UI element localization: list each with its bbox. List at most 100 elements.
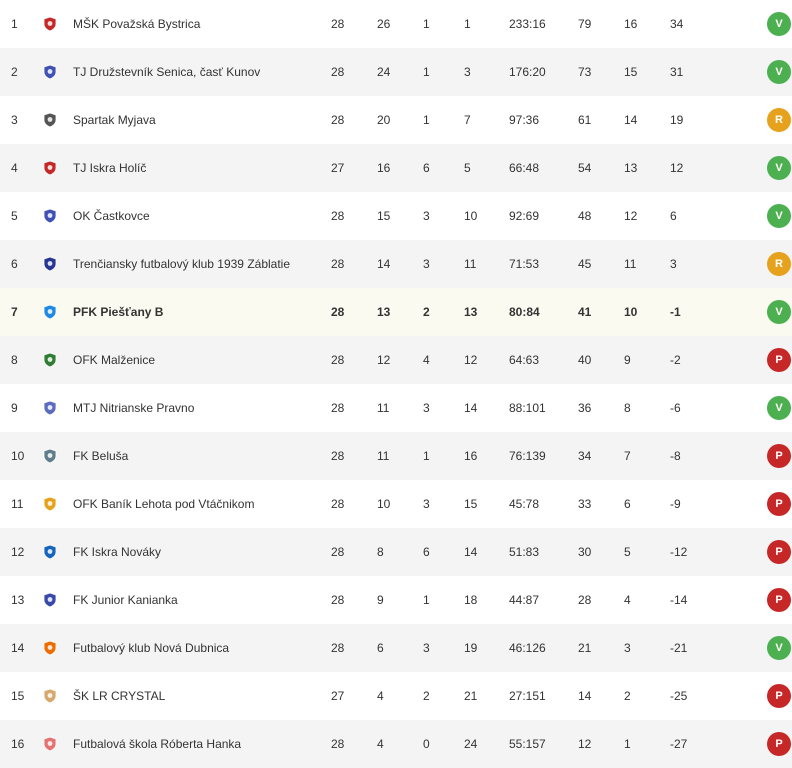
team-name[interactable]: PFK Piešťany B bbox=[73, 305, 164, 319]
table-row[interactable]: 12 FK Iskra Nováky 28 8 6 14 51:83 30 5 … bbox=[0, 528, 792, 576]
club-crest-icon bbox=[42, 688, 58, 704]
table-row[interactable]: 5 OK Častkovce 28 15 3 10 92:69 48 12 6 … bbox=[0, 192, 792, 240]
wins: 4 bbox=[377, 689, 384, 703]
matches-played: 28 bbox=[331, 65, 345, 79]
form-badge[interactable]: V bbox=[767, 396, 791, 420]
table-row[interactable]: 15 ŠK LR CRYSTAL 27 4 2 21 27:151 14 2 -… bbox=[0, 672, 792, 720]
table-row[interactable]: 9 MTJ Nitrianske Pravno 28 11 3 14 88:10… bbox=[0, 384, 792, 432]
team-name[interactable]: TJ Iskra Holíč bbox=[73, 161, 147, 175]
points: 34 bbox=[578, 449, 592, 463]
draws: 1 bbox=[423, 113, 430, 127]
club-crest-icon bbox=[42, 16, 58, 32]
form-badge[interactable]: V bbox=[767, 300, 791, 324]
form-badge[interactable]: P bbox=[767, 540, 791, 564]
table-row[interactable]: 14 Futbalový klub Nová Dubnica 28 6 3 19… bbox=[0, 624, 792, 672]
column-value: 12 bbox=[624, 209, 638, 223]
goal-difference: 6 bbox=[670, 209, 677, 223]
form-badge-label: V bbox=[767, 636, 791, 660]
form-badge[interactable]: V bbox=[767, 636, 791, 660]
wins: 8 bbox=[377, 545, 384, 559]
table-row[interactable]: 2 TJ Družstevník Senica, časť Kunov 28 2… bbox=[0, 48, 792, 96]
points: 45 bbox=[578, 257, 592, 271]
team-name[interactable]: FK Iskra Nováky bbox=[73, 545, 162, 559]
table-row[interactable]: 4 TJ Iskra Holíč 27 16 6 5 66:48 54 13 1… bbox=[0, 144, 792, 192]
table-row[interactable]: 13 FK Junior Kanianka 28 9 1 18 44:87 28… bbox=[0, 576, 792, 624]
team-name[interactable]: MTJ Nitrianske Pravno bbox=[73, 401, 195, 415]
team-name[interactable]: OK Častkovce bbox=[73, 209, 150, 223]
column-value: 9 bbox=[624, 353, 631, 367]
goal-difference: -2 bbox=[670, 353, 681, 367]
points: 54 bbox=[578, 161, 592, 175]
table-row[interactable]: 3 Spartak Myjava 28 20 1 7 97:36 61 14 1… bbox=[0, 96, 792, 144]
team-name[interactable]: OFK Baník Lehota pod Vtáčnikom bbox=[73, 497, 255, 511]
team-name[interactable]: FK Junior Kanianka bbox=[73, 593, 178, 607]
wins: 10 bbox=[377, 497, 391, 511]
goal-difference: 12 bbox=[670, 161, 684, 175]
club-crest-icon bbox=[42, 352, 58, 368]
table-row[interactable]: 7 PFK Piešťany B 28 13 2 13 80:84 41 10 … bbox=[0, 288, 792, 336]
form-badge-label: P bbox=[767, 684, 791, 708]
losses: 12 bbox=[464, 353, 478, 367]
form-badge[interactable]: V bbox=[767, 204, 791, 228]
table-row[interactable]: 16 Futbalová škola Róberta Hanka 28 4 0 … bbox=[0, 720, 792, 768]
goal-score: 66:48 bbox=[509, 161, 540, 175]
form-badge[interactable]: P bbox=[767, 684, 791, 708]
table-row[interactable]: 10 FK Beluša 28 11 1 16 76:139 34 7 -8 P bbox=[0, 432, 792, 480]
matches-played: 28 bbox=[331, 593, 345, 607]
table-row[interactable]: 1 MŠK Považská Bystrica 28 26 1 1 233:16… bbox=[0, 0, 792, 48]
draws: 3 bbox=[423, 401, 430, 415]
team-name[interactable]: TJ Družstevník Senica, časť Kunov bbox=[73, 65, 261, 79]
team-name[interactable]: MŠK Považská Bystrica bbox=[73, 17, 201, 31]
wins: 14 bbox=[377, 257, 391, 271]
goal-score: 45:78 bbox=[509, 497, 540, 511]
form-badge-label: P bbox=[767, 492, 791, 516]
goal-score: 176:20 bbox=[509, 65, 546, 79]
draws: 4 bbox=[423, 353, 430, 367]
losses: 13 bbox=[464, 305, 478, 319]
goal-score: 46:126 bbox=[509, 641, 546, 655]
team-name[interactable]: Futbalová škola Róberta Hanka bbox=[73, 737, 242, 751]
form-badge[interactable]: V bbox=[767, 60, 791, 84]
club-crest-icon bbox=[42, 304, 58, 320]
points: 41 bbox=[578, 305, 592, 319]
goal-difference: -12 bbox=[670, 545, 688, 559]
form-badge[interactable]: P bbox=[767, 444, 791, 468]
losses: 11 bbox=[464, 257, 477, 271]
points: 21 bbox=[578, 641, 592, 655]
position: 9 bbox=[11, 401, 18, 415]
form-badge[interactable]: P bbox=[767, 732, 791, 756]
column-value: 16 bbox=[624, 17, 638, 31]
form-badge-label: V bbox=[767, 300, 791, 324]
losses: 21 bbox=[464, 689, 478, 703]
goal-difference: -6 bbox=[670, 401, 681, 415]
position: 7 bbox=[11, 305, 18, 319]
table-row[interactable]: 8 OFK Malženice 28 12 4 12 64:63 40 9 -2… bbox=[0, 336, 792, 384]
form-badge[interactable]: P bbox=[767, 348, 791, 372]
column-value: 1 bbox=[624, 737, 631, 751]
table-row[interactable]: 11 OFK Baník Lehota pod Vtáčnikom 28 10 … bbox=[0, 480, 792, 528]
losses: 7 bbox=[464, 113, 471, 127]
team-name[interactable]: ŠK LR CRYSTAL bbox=[73, 689, 166, 703]
points: 40 bbox=[578, 353, 592, 367]
points: 33 bbox=[578, 497, 592, 511]
form-badge[interactable]: V bbox=[767, 12, 791, 36]
team-name[interactable]: OFK Malženice bbox=[73, 353, 156, 367]
form-badge-label: V bbox=[767, 396, 791, 420]
goal-difference: -9 bbox=[670, 497, 681, 511]
team-name[interactable]: Futbalový klub Nová Dubnica bbox=[73, 641, 230, 655]
form-badge[interactable]: R bbox=[767, 252, 791, 276]
form-badge[interactable]: P bbox=[767, 492, 791, 516]
form-badge[interactable]: R bbox=[767, 108, 791, 132]
position: 5 bbox=[11, 209, 18, 223]
losses: 24 bbox=[464, 737, 478, 751]
matches-played: 28 bbox=[331, 737, 345, 751]
table-row[interactable]: 6 Trenčiansky futbalový klub 1939 Záblat… bbox=[0, 240, 792, 288]
team-name[interactable]: Trenčiansky futbalový klub 1939 Záblatie bbox=[73, 257, 291, 271]
club-crest-icon bbox=[42, 208, 58, 224]
wins: 15 bbox=[377, 209, 391, 223]
team-name[interactable]: FK Beluša bbox=[73, 449, 129, 463]
form-badge[interactable]: P bbox=[767, 588, 791, 612]
form-badge[interactable]: V bbox=[767, 156, 791, 180]
team-name[interactable]: Spartak Myjava bbox=[73, 113, 156, 127]
club-crest-icon bbox=[42, 544, 58, 560]
